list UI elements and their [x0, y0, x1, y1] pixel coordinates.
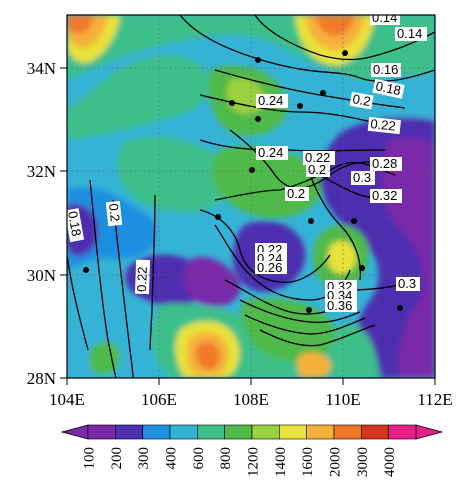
colorbar-label: 3000: [355, 447, 371, 477]
contour-label: 0.24: [258, 145, 283, 160]
lat-tick-label: 28N: [27, 369, 56, 388]
contour-label: 0.3: [353, 170, 371, 185]
colorbar-swatch: [142, 424, 171, 440]
colorbar-swatch: [279, 424, 307, 440]
lon-tick-label: 106E: [141, 390, 177, 409]
contour-label: 0.18: [374, 78, 402, 98]
lat-tick-label: 30N: [27, 266, 56, 285]
colorbar-label: 4000: [382, 447, 398, 477]
contour-label: 0.2: [106, 203, 123, 223]
contour-label: 0.18: [65, 210, 84, 238]
colorbar-swatch: [197, 424, 225, 440]
contour-label: 0.32: [372, 188, 397, 203]
lat-tick-label: 34N: [27, 59, 56, 78]
contour-label: 0.2: [351, 91, 371, 109]
colorbar-swatch: [115, 424, 143, 440]
colorbar-label: 1200: [245, 447, 261, 477]
colorbar-min-arrow: [60, 424, 89, 440]
colorbar-label: 400: [163, 447, 179, 470]
lon-tick-label: 108E: [233, 390, 269, 409]
longitude-tick-labels: 104E 106E 108E 110E 112E: [49, 390, 453, 409]
colorbar-max-arrow: [415, 424, 444, 440]
contour-label: 0.22: [370, 116, 397, 134]
colorbar-swatch: [251, 424, 280, 440]
colorbar-swatch: [87, 424, 116, 440]
colorbar-label: 800: [218, 447, 234, 470]
contour-lines: [67, 15, 435, 378]
lat-tick-label: 32N: [27, 162, 56, 181]
colorbar-label: 600: [191, 447, 207, 470]
colorbar-swatch: [388, 424, 417, 440]
contour-label: 0.36: [327, 298, 352, 313]
colorbar-swatch: [333, 424, 362, 440]
colorbar-label: 2000: [327, 447, 343, 477]
contour-label: 0.24: [258, 93, 283, 108]
contour-labels: 0.14 0.14 0.16 0.18 0.2 0.22 0.24 0.24 0…: [65, 10, 427, 313]
contour-label: 0.26: [257, 260, 282, 275]
colorbar-label: 200: [109, 447, 125, 470]
contour-label: 0.14: [397, 26, 422, 41]
lon-tick-label: 112E: [417, 390, 452, 409]
lon-tick-label: 110E: [325, 390, 360, 409]
colorbar-swatch: [306, 424, 335, 440]
colorbar-swatch: [361, 424, 389, 440]
colorbar-label: 1400: [273, 447, 289, 477]
colorbar-label: 1600: [300, 447, 316, 477]
contour-label: 0.28: [372, 156, 397, 171]
contour-label: 0.22: [305, 150, 330, 165]
elevation-field: 0.14 0.14 0.16 0.18 0.2 0.22 0.24 0.24 0…: [65, 10, 435, 378]
contour-label: 0.16: [373, 62, 398, 77]
colorbar-label: 300: [136, 447, 152, 470]
contour-label: 0.2: [308, 162, 326, 177]
colorbar-swatch: [169, 424, 198, 440]
latitude-tick-labels: 34N 32N 30N 28N: [27, 59, 56, 388]
colorbar-label: 100: [81, 447, 97, 470]
colorbar: 100 200 300 400 600 800 1200 1400 1600 2000 3000 40…: [60, 424, 444, 477]
lon-tick-label: 104E: [49, 390, 85, 409]
contour-label: 0.22: [134, 266, 150, 292]
contour-label: 0.2: [287, 186, 305, 201]
contour-label: 0.3: [398, 276, 416, 291]
contour-label: 0.14: [372, 10, 397, 25]
colorbar-swatch: [224, 424, 253, 440]
axis-ticks: [60, 67, 436, 385]
map-gridlines: [67, 15, 435, 378]
